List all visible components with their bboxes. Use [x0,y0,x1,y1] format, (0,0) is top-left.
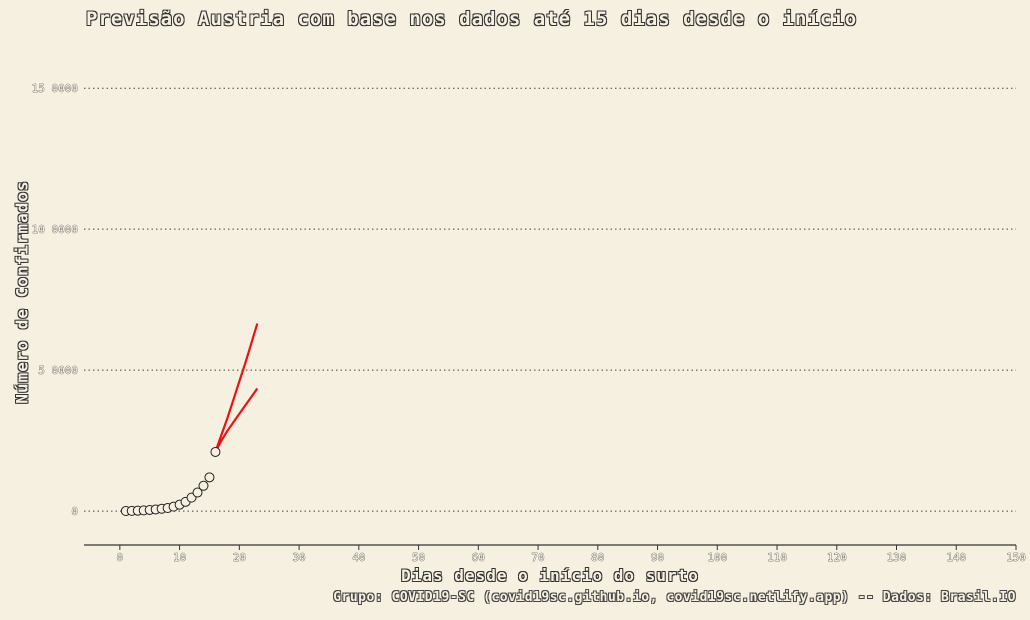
data-point [204,472,215,483]
x-tick-label: 130 [887,551,907,564]
x-tick-label: 110 [767,551,787,564]
x-tick-label: 150 [1006,551,1026,564]
grid-lines [84,87,1016,512]
forecast-line [214,323,259,453]
chart-title: Previsão Austria com base nos dados até … [86,8,858,30]
chart-caption: Grupo: COVID19-SC (covid19sc.github.io, … [333,590,1016,605]
x-tick-label: 100 [707,551,727,564]
data-point [210,446,221,457]
x-tick-label: 60 [472,551,485,564]
x-tick-label: 30 [292,551,305,564]
x-tick-label: 50 [412,551,425,564]
y-axis-title: Número de Confirmados [12,180,32,404]
x-tick-label: 90 [651,551,664,564]
forecast-line [214,387,259,453]
x-tick-label: 70 [531,551,544,564]
data-point [198,480,209,491]
x-axis: 0 10 20 30 40 50 60 70 80 90 100 110 120 130 140 150 [84,544,1026,564]
data-points [120,446,221,517]
x-axis-title: Dias desde o início do surto [401,566,699,585]
y-tick-label: 0 [71,505,78,518]
x-tick-label: 120 [827,551,847,564]
x-tick-label: 80 [591,551,604,564]
y-tick-label: 10 0000 [32,223,78,236]
x-tick-label: 140 [946,551,966,564]
y-tick-label: 5 0000 [38,364,78,377]
x-tick-label: 20 [233,551,246,564]
x-tick-label: 0 [117,551,124,564]
x-tick-label: 10 [173,551,186,564]
y-axis-ticks: 0 5 0000 10 0000 15 0000 [31,82,78,519]
y-tick-label: 15 0000 [32,82,78,95]
x-tick-label: 40 [352,551,365,564]
forecast-lines [214,323,259,453]
data-point [192,487,203,498]
